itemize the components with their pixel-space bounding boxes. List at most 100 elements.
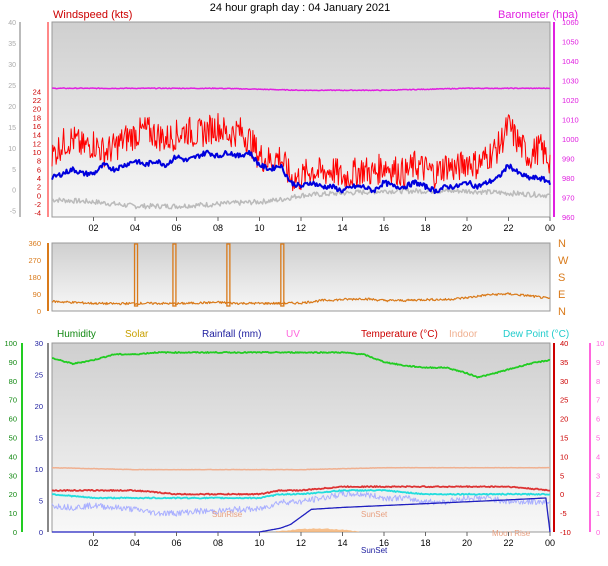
temp-x-tick-label: 20: [462, 538, 472, 548]
dir-tick-label: 180: [28, 273, 41, 282]
temp-tick-label: 35: [560, 358, 568, 367]
solar-wetbulb-line: [51, 490, 551, 517]
wind-x-tick-label: 20: [462, 223, 472, 233]
wind-direction-spike: [133, 243, 139, 307]
temp-x-tick-label: 18: [420, 538, 430, 548]
wind-x-tick-label: 14: [337, 223, 347, 233]
temp-x-tick-label: 04: [130, 538, 140, 548]
temp-x-tick-label: 06: [171, 538, 181, 548]
temp-tick-label: 10: [560, 452, 568, 461]
rain-tick-label: 30: [35, 339, 43, 348]
humidity-tick-label: 0: [13, 528, 17, 537]
barometer-line: [51, 87, 551, 92]
baro-tick-label: 990: [562, 155, 575, 164]
temp-tick-label: 40: [560, 339, 568, 348]
uv-tick-label: 1: [596, 509, 600, 518]
wind-direction-spike: [226, 243, 231, 307]
legend-dew-point: Dew Point (°C): [503, 329, 569, 340]
wind-outer-tick-label: -5: [10, 209, 16, 216]
legend-temperature: Temperature (°C): [361, 329, 438, 340]
dir-tick-label: 360: [28, 239, 41, 248]
wind-x-tick-label: 00: [545, 223, 555, 233]
dir-compass-label: E: [558, 289, 565, 301]
baro-tick-label: 1050: [562, 38, 579, 47]
dir-compass-label: S: [558, 272, 565, 284]
temp-panel: [51, 342, 551, 533]
wind-outer-tick-label: 35: [8, 41, 16, 48]
wind-outer-tick-label: 30: [8, 62, 16, 69]
wind-x-tick-label: 04: [130, 223, 140, 233]
uv-tick-label: 9: [596, 358, 600, 367]
temp-x-tick-label: 22: [503, 538, 513, 548]
wind-tick-label: 12: [33, 139, 41, 148]
baro-tick-label: 1010: [562, 116, 579, 125]
wind-gray-line: [51, 187, 551, 210]
baro-tick-label: 1000: [562, 135, 579, 144]
wind-x-tick-label: 06: [171, 223, 181, 233]
legend-indoor: Indoor: [449, 329, 478, 340]
wind-x-tick-label: 16: [379, 223, 389, 233]
wind-outer-tick-label: 10: [8, 146, 16, 153]
wind-axis-title: Windspeed (kts): [53, 9, 132, 21]
wind-x-tick-label: 10: [254, 223, 264, 233]
humidity-tick-label: 100: [4, 339, 17, 348]
baro-tick-label: 1020: [562, 96, 579, 105]
annotation-sunset-axis: SunSet: [361, 546, 388, 555]
dir-tick-label: 0: [37, 307, 41, 316]
wind-x-tick-label: 08: [213, 223, 223, 233]
baro-tick-label: 1060: [562, 18, 579, 27]
wind-outer-tick-label: 5: [12, 167, 16, 174]
temp-tick-label: 20: [560, 415, 568, 424]
temp-x-tick-label: 10: [254, 538, 264, 548]
solar-area: [276, 528, 360, 532]
temp-tick-label: 25: [560, 396, 568, 405]
temp-tick-label: 0: [560, 490, 564, 499]
temp-x-tick-label: 00: [545, 538, 555, 548]
rain-tick-label: 15: [35, 434, 43, 443]
rain-tick-label: 25: [35, 371, 43, 380]
uv-tick-label: 7: [596, 396, 600, 405]
humidity-tick-label: 30: [9, 471, 17, 480]
uv-tick-label: 6: [596, 415, 600, 424]
wind-gust-line: [51, 113, 551, 192]
dir-compass-label: N: [558, 306, 566, 318]
uv-tick-label: 8: [596, 377, 600, 386]
temp-x-tick-label: 08: [213, 538, 223, 548]
wind-x-tick-label: 02: [88, 223, 98, 233]
wind-outer-tick-label: 20: [8, 104, 16, 111]
wind-tick-label: -4: [34, 209, 41, 218]
wind-x-tick-label: 12: [296, 223, 306, 233]
dir-panel: [51, 242, 551, 312]
temp-tick-label: 30: [560, 377, 568, 386]
wind-outer-tick-label: 40: [8, 20, 16, 27]
wind-outer-tick-label: 0: [12, 188, 16, 195]
temp-x-tick-label: 02: [88, 538, 98, 548]
uv-tick-label: 0: [596, 528, 600, 537]
wind-tick-label: 14: [33, 131, 41, 140]
annotation-sunrise: SunRise: [212, 510, 243, 519]
legend-humidity: Humidity: [57, 329, 96, 340]
rain-tick-label: 0: [39, 528, 43, 537]
wind-direction-spike: [280, 243, 285, 307]
wind-tick-label: 18: [33, 113, 41, 122]
rain-tick-label: 10: [35, 465, 43, 474]
humidity-tick-label: 90: [9, 358, 17, 367]
humidity-tick-label: 40: [9, 452, 17, 461]
wind-tick-label: -2: [34, 200, 41, 209]
wind-outer-tick-label: 15: [8, 125, 16, 132]
baro-tick-label: 970: [562, 194, 575, 203]
annotation-sunset: SunSet: [361, 510, 388, 519]
humidity-tick-label: 80: [9, 377, 17, 386]
dew-point-line: [51, 488, 551, 500]
wind-outer-tick-label: 25: [8, 83, 16, 90]
humidity-tick-label: 50: [9, 434, 17, 443]
temp-x-tick-label: 14: [337, 538, 347, 548]
wind-tick-label: 10: [33, 148, 41, 157]
wind-x-tick-label: 18: [420, 223, 430, 233]
baro-tick-label: 980: [562, 174, 575, 183]
baro-axis-title: Barometer (hpa): [498, 9, 578, 21]
legend-uv: UV: [286, 329, 300, 340]
uv-tick-label: 10: [596, 339, 604, 348]
uv-tick-label: 4: [596, 452, 600, 461]
